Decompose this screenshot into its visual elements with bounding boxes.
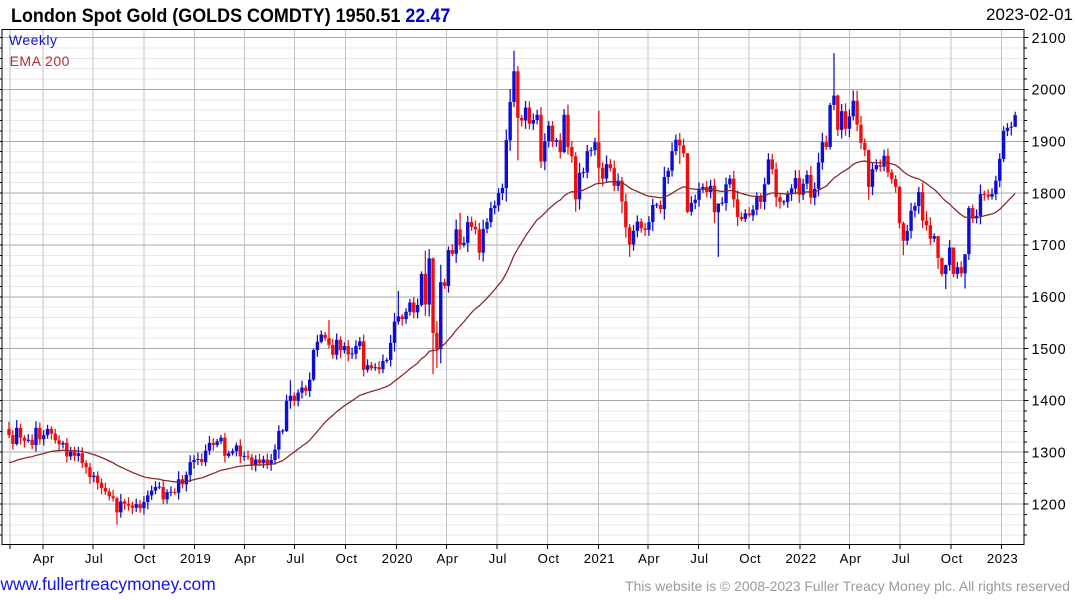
svg-text:1600: 1600: [1032, 290, 1067, 306]
svg-text:Apr: Apr: [638, 551, 660, 566]
svg-text:2022: 2022: [785, 551, 816, 566]
svg-text:1900: 1900: [1032, 135, 1067, 151]
svg-text:Apr: Apr: [436, 551, 458, 566]
svg-text:Jul: Jul: [85, 551, 103, 566]
svg-text:2023: 2023: [987, 551, 1018, 566]
svg-text:Jul: Jul: [489, 551, 507, 566]
svg-text:Jul: Jul: [690, 551, 708, 566]
svg-text:2019: 2019: [180, 551, 211, 566]
svg-text:Oct: Oct: [538, 551, 560, 566]
svg-text:Oct: Oct: [335, 551, 357, 566]
svg-text:2100: 2100: [1032, 31, 1067, 47]
svg-text:Oct: Oct: [134, 551, 156, 566]
svg-text:2021: 2021: [584, 551, 615, 566]
svg-text:1800: 1800: [1032, 186, 1067, 202]
svg-text:1700: 1700: [1032, 238, 1067, 254]
svg-text:Jul: Jul: [286, 551, 304, 566]
svg-text:Oct: Oct: [739, 551, 761, 566]
svg-text:2020: 2020: [382, 551, 413, 566]
svg-text:1400: 1400: [1032, 394, 1067, 410]
svg-text:Apr: Apr: [234, 551, 256, 566]
svg-text:2000: 2000: [1032, 83, 1067, 99]
svg-text:Apr: Apr: [840, 551, 862, 566]
svg-text:1200: 1200: [1032, 497, 1067, 513]
svg-text:1500: 1500: [1032, 342, 1067, 358]
svg-text:1300: 1300: [1032, 445, 1067, 461]
svg-text:Oct: Oct: [941, 551, 963, 566]
svg-text:Apr: Apr: [33, 551, 55, 566]
svg-text:Jul: Jul: [892, 551, 910, 566]
